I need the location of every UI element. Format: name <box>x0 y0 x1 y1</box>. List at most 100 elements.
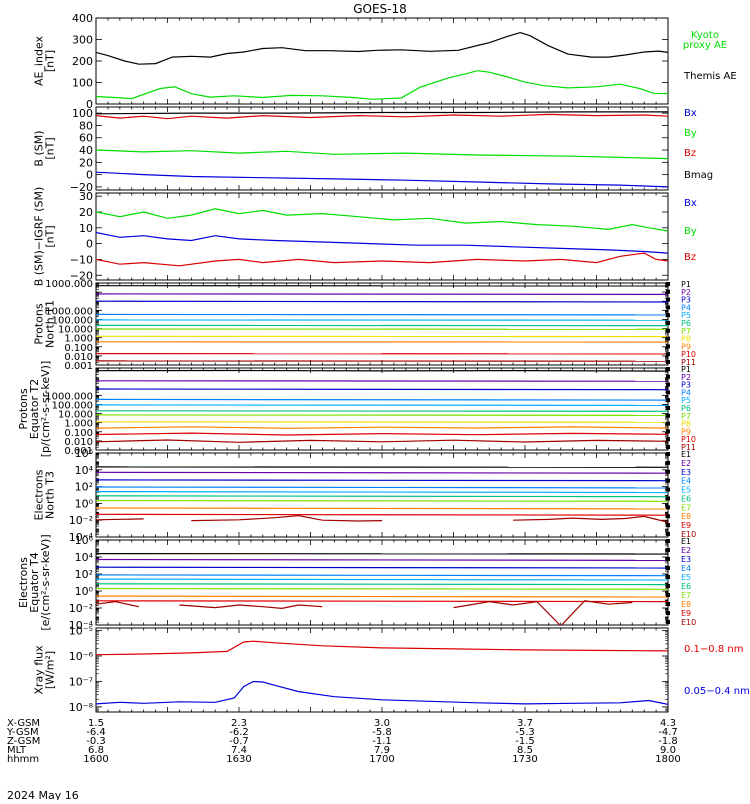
chart-title: GOES-18 <box>353 2 407 16</box>
channel-marker <box>666 305 670 309</box>
panel-protons_t2: 0.0010.0100.1001.00010.000100.0001000.00… <box>17 361 696 458</box>
y-tick-label: 10⁻² <box>69 602 93 615</box>
y-tick-label: 20 <box>79 156 93 169</box>
series-line <box>96 472 668 473</box>
y-axis-label: [nT] <box>44 50 57 72</box>
series-line <box>96 602 139 607</box>
series-line <box>96 427 668 429</box>
legend-entry: Bz <box>684 252 696 263</box>
series-line <box>96 301 668 302</box>
y-tick-label: 20 <box>79 206 93 219</box>
series-line <box>96 560 668 561</box>
legend-entry: E7 <box>681 591 691 600</box>
legend-entry: 0.05−0.4 nm <box>684 686 750 697</box>
panel-frame <box>96 283 668 365</box>
y-tick-label: 10² <box>75 568 93 581</box>
series-line <box>96 487 668 488</box>
channel-marker <box>666 398 670 402</box>
series-line <box>179 605 322 608</box>
channel-marker <box>666 532 670 536</box>
channel-marker <box>666 548 670 552</box>
legend-entry: E9 <box>681 609 691 618</box>
channel-marker <box>666 539 670 543</box>
channel-marker <box>666 452 670 456</box>
y-tick-label: 60 <box>79 132 93 145</box>
channel-marker <box>666 321 670 325</box>
series-line <box>96 33 668 65</box>
ephemeris-value: 1630 <box>226 754 251 765</box>
channel-marker <box>666 479 670 483</box>
series-line <box>96 399 668 400</box>
legend-entry: E3 <box>681 555 691 564</box>
legend-entry: Themis AE <box>683 71 737 82</box>
series-line <box>96 233 668 254</box>
y-tick-label: 300 <box>72 34 93 47</box>
legend-entry: Bx <box>684 108 697 119</box>
ephemeris-value: 1730 <box>512 754 537 765</box>
legend-entry: 0.1−0.8 nm <box>684 644 743 655</box>
series-line <box>96 253 668 266</box>
series-line <box>96 519 144 520</box>
y-tick-label: 10 <box>79 222 93 235</box>
legend-entry: Bmag <box>684 170 713 181</box>
y-tick-label: 10⁻⁷ <box>69 675 93 688</box>
channel-marker <box>666 566 670 570</box>
series-line <box>96 433 668 435</box>
y-tick-label: −10 <box>70 253 93 266</box>
series-line <box>96 114 668 118</box>
legend-entry: E10 <box>681 618 696 627</box>
channel-marker <box>666 437 670 441</box>
channel-marker <box>666 445 670 449</box>
channel-marker <box>666 557 670 561</box>
legend-entry: E3 <box>681 468 691 477</box>
channel-marker <box>666 337 670 341</box>
y-axis-label: [e/(cm²-s-sr-keV)] <box>39 534 52 630</box>
channel-marker <box>666 461 670 465</box>
series-line <box>96 150 668 159</box>
y-tick-label: 0 <box>86 169 93 182</box>
series-line <box>96 682 668 705</box>
y-tick-label: 10⁰ <box>75 585 94 598</box>
channel-marker <box>666 593 670 597</box>
y-tick-label: 10⁴ <box>75 551 94 564</box>
y-axis-label: North T1 <box>44 300 57 348</box>
series-line <box>96 440 668 442</box>
channel-marker <box>666 496 670 500</box>
series-line <box>96 294 668 295</box>
channel-marker <box>666 375 670 379</box>
legend-entry: E4 <box>681 477 691 486</box>
ephemeris-value: 1800 <box>655 754 680 765</box>
channel-marker <box>666 367 670 371</box>
panel-frame <box>96 193 668 280</box>
channel-marker <box>666 575 670 579</box>
series-line <box>96 112 668 114</box>
y-tick-label: 200 <box>72 55 93 68</box>
legend-entry: E1 <box>681 450 691 459</box>
y-tick-label: 1000.000 <box>45 279 93 290</box>
ephemeris-table: X-GSMY-GSMZ-GSMMLThhmm1.5-6.4-0.36.81600… <box>6 718 681 765</box>
panel-frame <box>96 540 668 625</box>
channel-marker <box>666 488 670 492</box>
channel-marker <box>666 383 670 387</box>
y-axis-label: [W/m²] <box>44 651 57 689</box>
y-tick-label: 80 <box>79 119 93 132</box>
series-line <box>96 314 668 315</box>
y-axis-label: [nT] <box>44 225 57 247</box>
panel-frame <box>96 107 668 190</box>
channel-marker <box>666 422 670 426</box>
series-line <box>96 71 668 100</box>
channel-marker <box>666 514 670 518</box>
y-tick-label: 10⁻² <box>69 514 93 527</box>
legend-entry: E8 <box>681 600 691 609</box>
series-line <box>513 516 668 522</box>
channel-marker <box>666 282 670 286</box>
legend-entry: E5 <box>681 486 691 495</box>
panel-protons_t1: 0.0010.0100.1001.00010.000100.0001000.00… <box>33 279 697 372</box>
y-tick-label: 10⁻⁶ <box>69 650 94 663</box>
legend-entry: By <box>684 128 697 139</box>
